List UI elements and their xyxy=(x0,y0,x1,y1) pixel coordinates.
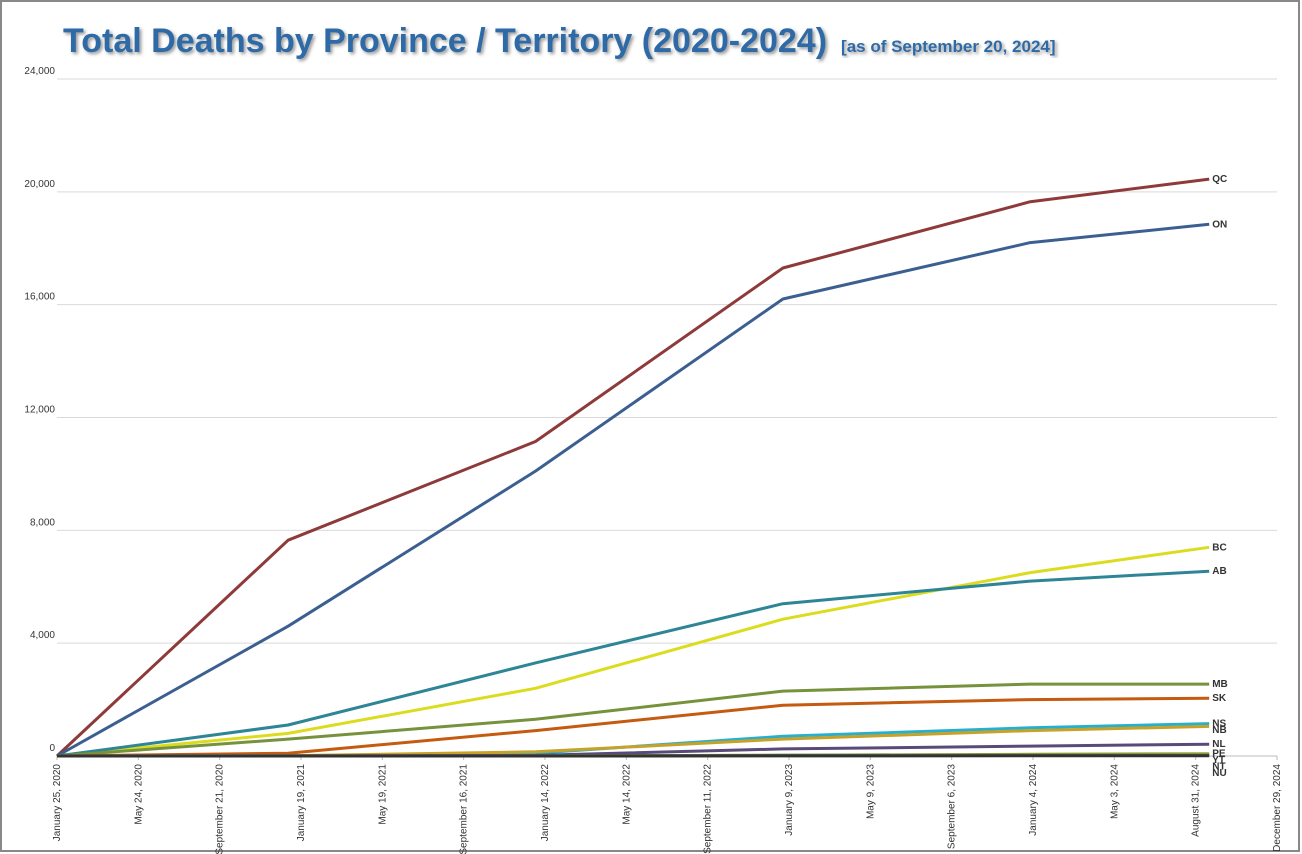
y-tick-label: 24,000 xyxy=(24,66,55,77)
series-line xyxy=(55,177,1210,758)
y-tick-label: 12,000 xyxy=(24,405,55,416)
x-tick-label: May 24, 2020 xyxy=(133,764,144,825)
series-line xyxy=(56,682,1210,758)
x-tick-label: December 29, 2024 xyxy=(1272,764,1283,852)
series-label: NL xyxy=(1212,739,1225,750)
series-line xyxy=(56,222,1210,758)
chart-subtitle: [as of September 20, 2024] xyxy=(841,37,1055,56)
series-label: QC xyxy=(1212,174,1227,185)
series-label: SK xyxy=(1212,693,1227,704)
series-label: YT xyxy=(1212,755,1225,766)
x-tick-label: May 19, 2021 xyxy=(377,764,388,825)
x-tick-label: May 14, 2022 xyxy=(621,764,632,825)
y-tick-label: 0 xyxy=(49,743,55,754)
x-tick-label: September 6, 2023 xyxy=(947,764,958,849)
x-tick-label: January 25, 2020 xyxy=(52,764,63,842)
series-label: NS xyxy=(1212,719,1226,730)
y-tick-label: 4,000 xyxy=(30,630,55,641)
x-tick-label: January 4, 2024 xyxy=(1028,764,1039,836)
y-tick-label: 20,000 xyxy=(24,179,55,190)
series-label: PE xyxy=(1212,749,1226,760)
series-label: NB xyxy=(1212,725,1226,736)
chart-title: Total Deaths by Province / Territory (20… xyxy=(63,22,827,60)
series-label: MB xyxy=(1212,679,1228,690)
x-tick-label: May 3, 2024 xyxy=(1109,764,1120,819)
series-line xyxy=(56,545,1210,758)
x-tick-label: September 16, 2021 xyxy=(459,764,470,854)
x-tick-label: May 9, 2023 xyxy=(865,764,876,819)
series-label: NU xyxy=(1212,768,1226,779)
x-tick-label: August 31, 2024 xyxy=(1191,764,1202,837)
x-tick-label: January 19, 2021 xyxy=(296,764,307,842)
series-label: AB xyxy=(1212,566,1226,577)
series-line xyxy=(56,696,1210,758)
y-tick-label: 8,000 xyxy=(30,517,55,528)
y-tick-label: 16,000 xyxy=(24,292,55,303)
x-tick-label: January 14, 2022 xyxy=(540,764,551,842)
series-label: BC xyxy=(1212,542,1226,553)
series-label: NT xyxy=(1212,762,1225,773)
x-tick-label: January 9, 2023 xyxy=(784,764,795,836)
series-label: ON xyxy=(1212,219,1227,230)
x-tick-label: September 11, 2022 xyxy=(703,764,714,854)
series-line xyxy=(56,569,1210,758)
x-tick-label: September 21, 2020 xyxy=(215,764,226,854)
